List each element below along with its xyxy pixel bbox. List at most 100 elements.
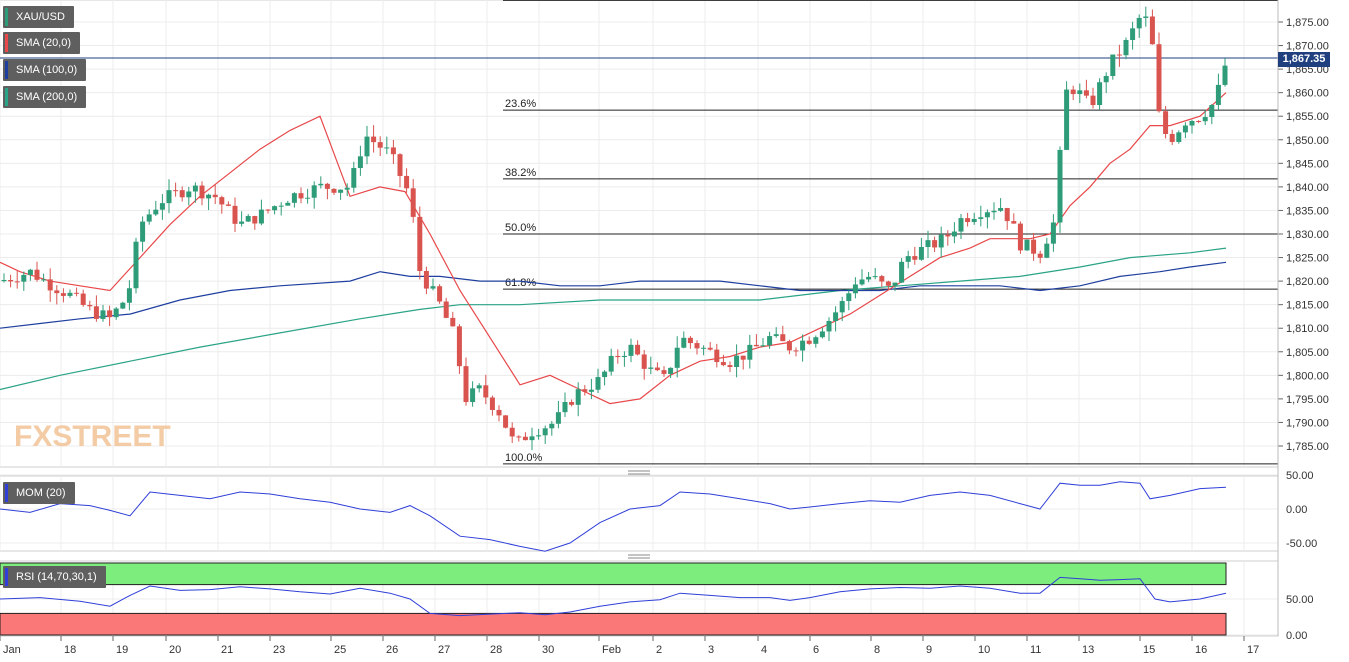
- x-tick-label: 2: [656, 644, 662, 656]
- candle-body: [1011, 221, 1017, 224]
- legend-symbol[interactable]: XAU/USD: [3, 6, 74, 28]
- y-tick-label: 50.00: [1286, 470, 1314, 482]
- candle-body: [1097, 82, 1103, 106]
- candle-body: [1024, 239, 1030, 251]
- candle-body: [1123, 39, 1129, 56]
- panel-resize-handle[interactable]: [628, 470, 650, 475]
- candle-body: [456, 326, 462, 367]
- x-tick-label: Jan: [3, 644, 21, 656]
- y-tick-label: 1,865.00: [1286, 64, 1329, 76]
- candle-body: [80, 293, 86, 305]
- x-tick-label: 28: [490, 644, 502, 656]
- candle-body: [846, 293, 852, 302]
- candle-body: [437, 286, 443, 302]
- candle-body: [648, 367, 654, 369]
- candle-body: [1163, 111, 1169, 134]
- candle-body: [192, 185, 198, 192]
- candle-body: [423, 270, 429, 289]
- x-tick-label: 8: [874, 644, 880, 656]
- legend-color-swatch: [5, 8, 8, 26]
- candle-body: [905, 256, 911, 262]
- candle-body: [54, 290, 60, 294]
- x-tick-label: 20: [169, 644, 181, 656]
- candle-body: [720, 362, 726, 366]
- candle-body: [93, 306, 99, 319]
- candle-body: [476, 385, 482, 389]
- candle-body: [324, 183, 330, 189]
- candle-body: [1, 279, 7, 282]
- y-tick-label: 50.00: [1286, 594, 1314, 606]
- x-tick-label: 19: [116, 644, 128, 656]
- candle-body: [641, 354, 647, 369]
- candle-body: [998, 208, 1004, 211]
- candle-body: [991, 210, 997, 213]
- candle-body: [1130, 28, 1136, 40]
- candle-body: [635, 344, 641, 355]
- x-tick-label: 25: [334, 644, 346, 656]
- candle-body: [206, 194, 212, 199]
- candle-body: [549, 423, 555, 429]
- x-tick-label: 21: [221, 644, 233, 656]
- y-tick-label: 1,830.00: [1286, 229, 1329, 241]
- candle-body: [344, 187, 350, 190]
- fib-level-label: 38.2%: [505, 167, 536, 179]
- fib-level-label: 100.0%: [505, 452, 543, 464]
- legend-sma20[interactable]: SMA (20,0): [3, 32, 81, 54]
- candle-body: [133, 241, 139, 289]
- y-tick-label: 1,805.00: [1286, 347, 1329, 359]
- candle-body: [866, 276, 872, 280]
- candle-body: [489, 397, 495, 410]
- y-tick-label: 1,875.00: [1286, 17, 1329, 29]
- candle-body: [1017, 223, 1023, 251]
- candle-body: [377, 142, 383, 148]
- candle-body: [984, 212, 990, 218]
- candle-body: [1090, 95, 1096, 106]
- candle-body: [753, 344, 759, 347]
- candle-body: [707, 347, 713, 350]
- candle-body: [1103, 75, 1109, 83]
- legend-color-swatch: [5, 34, 8, 52]
- candle-body: [569, 402, 575, 405]
- y-tick-label: 1,850.00: [1286, 135, 1329, 147]
- legend-label: RSI (14,70,30,1): [16, 571, 97, 583]
- candle-body: [879, 276, 885, 282]
- x-tick-label: 27: [438, 644, 450, 656]
- fib-level-label: 50.0%: [505, 222, 536, 234]
- candle-body: [819, 331, 825, 338]
- y-tick-label: 1,820.00: [1286, 276, 1329, 288]
- candle-body: [813, 337, 819, 344]
- candle-body: [27, 269, 33, 275]
- candle-body: [384, 147, 390, 149]
- candle-body: [410, 188, 416, 217]
- candle-body: [126, 288, 132, 303]
- x-tick-label: 6: [813, 644, 819, 656]
- candle-body: [21, 274, 27, 282]
- candle-body: [958, 218, 964, 232]
- y-tick-label: 1,855.00: [1286, 111, 1329, 123]
- legend-color-swatch: [5, 61, 8, 79]
- candle-body: [1209, 104, 1215, 118]
- candle-body: [1136, 17, 1142, 29]
- candle-body: [1149, 16, 1155, 45]
- candle-body: [239, 221, 245, 224]
- candle-body: [872, 276, 878, 278]
- panel-resize-handle[interactable]: [628, 554, 650, 559]
- candle-body: [232, 205, 238, 224]
- legend-mom[interactable]: MOM (20): [3, 482, 75, 504]
- candle-body: [727, 365, 733, 368]
- candle-body: [179, 190, 185, 198]
- legend-rsi[interactable]: RSI (14,70,30,1): [3, 566, 106, 588]
- candle-body: [800, 340, 806, 351]
- candle-body: [780, 334, 786, 342]
- legend-sma100[interactable]: SMA (100,0): [3, 59, 87, 81]
- candle-body: [694, 343, 700, 349]
- legend-sma200[interactable]: SMA (200,0): [3, 86, 87, 108]
- y-tick-label: 1,795.00: [1286, 394, 1329, 406]
- y-tick-label: 1,810.00: [1286, 323, 1329, 335]
- y-tick-label: 1,825.00: [1286, 253, 1329, 265]
- candle-body: [938, 234, 944, 248]
- candle-body: [978, 217, 984, 219]
- candle-body: [965, 218, 971, 223]
- legend-label: SMA (20,0): [16, 37, 72, 49]
